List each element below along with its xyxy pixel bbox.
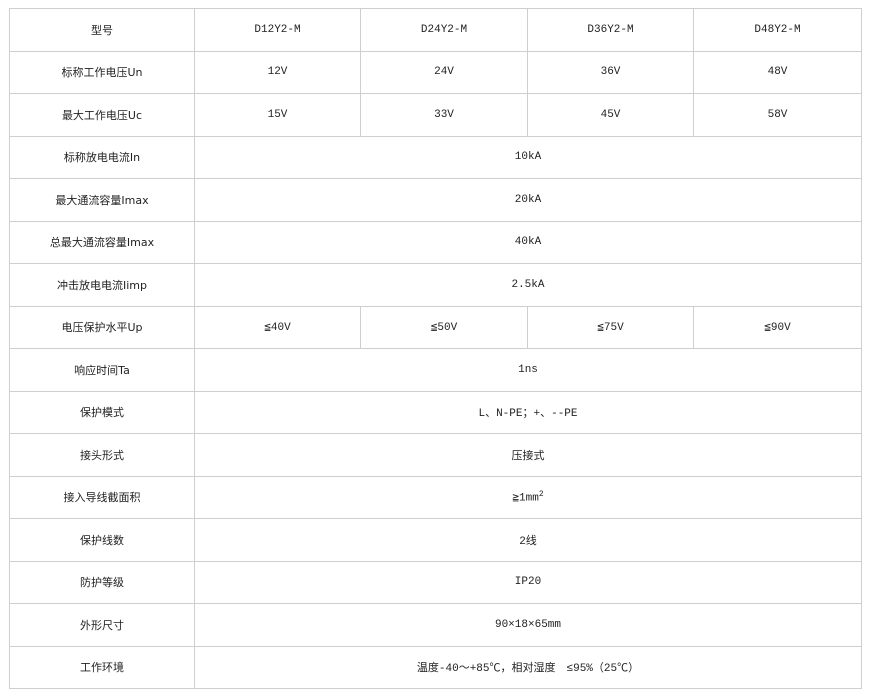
row-label: 接头形式 xyxy=(9,433,195,477)
model-d36: D36Y2-M xyxy=(527,8,694,52)
value-text: L、N-PE；+、--PE xyxy=(478,408,578,421)
table-row: 响应时间Ta 1ns xyxy=(9,348,862,392)
table-row: 最大工作电压Uc 15V 33V 45V 58V xyxy=(9,93,862,137)
value-text: 1ns xyxy=(518,363,538,376)
model-d48: D48Y2-M xyxy=(693,8,862,52)
value-text: 温度-40～+85℃，相对湿度 ≤95%（25℃） xyxy=(416,663,640,676)
value-text: 20kA xyxy=(514,193,542,206)
row-label: 标称工作电压Un xyxy=(9,50,195,94)
table-row: 接入导线截面积 ≧1mm2 xyxy=(9,475,862,519)
row-value: 15V xyxy=(194,93,361,137)
row-value: 33V xyxy=(360,93,528,137)
row-value: ≦40V xyxy=(194,305,361,349)
row-value: 10kA xyxy=(194,135,862,179)
row-value: 90×18×65mm xyxy=(194,603,862,647)
row-label: 工作环境 xyxy=(9,645,195,689)
row-value: 1ns xyxy=(194,348,862,392)
row-label: 电压保护水平Up xyxy=(9,305,195,349)
row-label: 接入导线截面积 xyxy=(9,475,195,519)
table-row: 保护线数 2线 xyxy=(9,518,862,562)
row-value: 24V xyxy=(360,50,528,94)
row-value: ≦75V xyxy=(527,305,694,349)
row-value: ≦90V xyxy=(693,305,862,349)
row-label: 外形尺寸 xyxy=(9,603,195,647)
model-d12: D12Y2-M xyxy=(194,8,361,52)
row-value: 58V xyxy=(693,93,862,137)
row-value: ≦50V xyxy=(360,305,528,349)
row-label: 保护线数 xyxy=(9,518,195,562)
value-text: 10kA xyxy=(514,151,542,164)
value-text: 2.5kA xyxy=(511,278,545,291)
row-value: 36V xyxy=(527,50,694,94)
row-value: IP20 xyxy=(194,560,862,604)
table-row: 冲击放电电流Iimp 2.5kA xyxy=(9,263,862,307)
table-row: 标称工作电压Un 12V 24V 36V 48V xyxy=(9,50,862,94)
row-value: 12V xyxy=(194,50,361,94)
row-label: 总最大通流容量Imax xyxy=(9,220,195,264)
table-row: 外形尺寸 90×18×65mm xyxy=(9,603,862,647)
row-label: 最大工作电压Uc xyxy=(9,93,195,137)
row-label: 响应时间Ta xyxy=(9,348,195,392)
row-value: L、N-PE；+、--PE xyxy=(194,390,862,434)
value-superscript: 2 xyxy=(538,489,544,499)
row-label: 冲击放电电流Iimp xyxy=(9,263,195,307)
row-label: 最大通流容量Imax xyxy=(9,178,195,222)
table-row: 最大通流容量Imax 20kA xyxy=(9,178,862,222)
value-text: 压接式 xyxy=(511,450,545,463)
spec-table: 型号 D12Y2-M D24Y2-M D36Y2-M D48Y2-M 标称工作电… xyxy=(9,8,862,689)
table-row: 工作环境 温度-40～+85℃，相对湿度 ≤95%（25℃） xyxy=(9,645,862,689)
row-value: 48V xyxy=(693,50,862,94)
value-text: 2线 xyxy=(519,535,537,548)
table-row: 标称放电电流In 10kA xyxy=(9,135,862,179)
row-value: 20kA xyxy=(194,178,862,222)
row-value: 40kA xyxy=(194,220,862,264)
value-text: IP20 xyxy=(514,576,542,589)
table-row: 保护模式 L、N-PE；+、--PE xyxy=(9,390,862,434)
model-d24: D24Y2-M xyxy=(360,8,528,52)
value-text: 90×18×65mm xyxy=(494,618,561,631)
header-label: 型号 xyxy=(9,8,195,52)
table-row: 防护等级 IP20 xyxy=(9,560,862,604)
table-row: 电压保护水平Up ≦40V ≦50V ≦75V ≦90V xyxy=(9,305,862,349)
row-label: 保护模式 xyxy=(9,390,195,434)
row-value: 压接式 xyxy=(194,433,862,477)
value-text: 40kA xyxy=(514,236,542,249)
header-row: 型号 D12Y2-M D24Y2-M D36Y2-M D48Y2-M xyxy=(9,8,862,52)
row-label: 标称放电电流In xyxy=(9,135,195,179)
value-text: ≧1mm xyxy=(512,492,539,505)
row-value: 2线 xyxy=(194,518,862,562)
row-value: 2.5kA xyxy=(194,263,862,307)
row-value: ≧1mm2 xyxy=(194,475,862,519)
row-value: 温度-40～+85℃，相对湿度 ≤95%（25℃） xyxy=(194,645,862,689)
row-value: 45V xyxy=(527,93,694,137)
table-row: 总最大通流容量Imax 40kA xyxy=(9,220,862,264)
row-label: 防护等级 xyxy=(9,560,195,604)
table-row: 接头形式 压接式 xyxy=(9,433,862,477)
